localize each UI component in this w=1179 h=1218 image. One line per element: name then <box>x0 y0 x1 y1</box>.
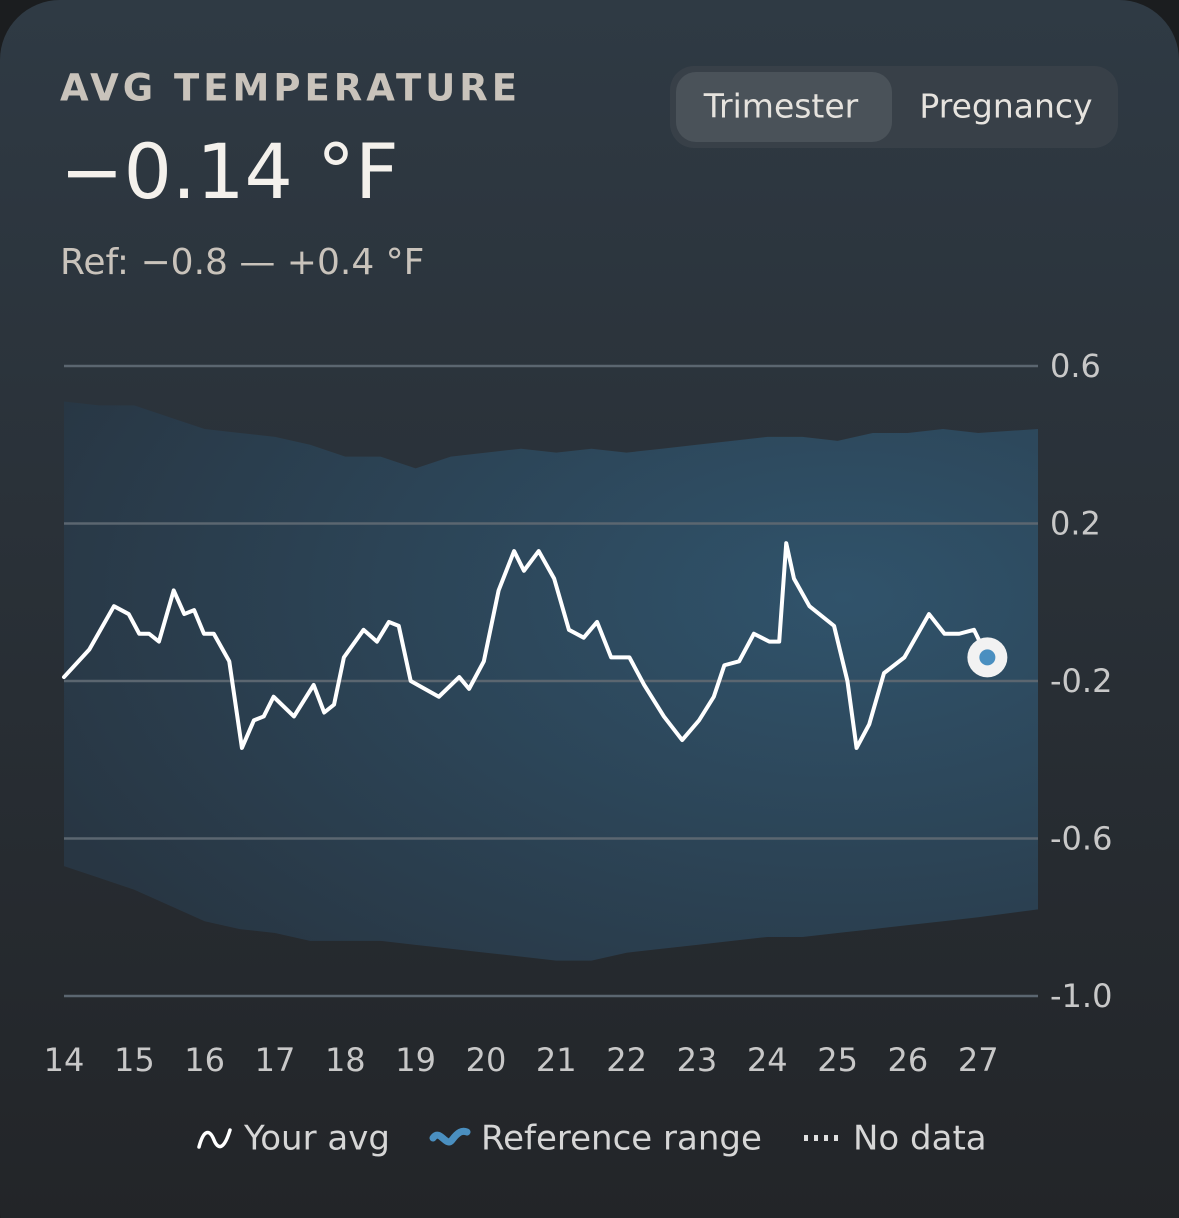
x-tick-label: 25 <box>817 1041 858 1079</box>
y-tick-label: -1.0 <box>1050 977 1112 1015</box>
x-tick-label: 23 <box>677 1041 718 1079</box>
current-value: −0.14 °F <box>60 127 399 216</box>
x-tick-label: 22 <box>606 1041 647 1079</box>
x-tick-label: 20 <box>466 1041 507 1079</box>
x-tick-label: 15 <box>114 1041 155 1079</box>
avg-line <box>62 541 990 750</box>
legend-icon-dot <box>814 1135 818 1141</box>
toggle-selected <box>676 72 892 142</box>
legend-icon-band <box>429 1127 471 1146</box>
y-tick-label: 0.6 <box>1050 347 1101 385</box>
x-tick-label: 27 <box>958 1041 999 1079</box>
x-tick-label: 21 <box>536 1041 577 1079</box>
x-tick-label: 19 <box>395 1041 436 1079</box>
x-tick-label: 18 <box>325 1041 366 1079</box>
legend-icon-line <box>197 1128 232 1149</box>
legend-icon-dot <box>834 1135 838 1141</box>
legend-label: No data <box>853 1119 987 1159</box>
legend-icon-dot <box>824 1135 828 1141</box>
x-tick-label: 16 <box>184 1041 225 1079</box>
legend-label: Your avg <box>243 1119 390 1159</box>
toggle-option[interactable]: Trimester <box>703 87 859 126</box>
y-tick-label: 0.2 <box>1050 505 1101 543</box>
x-tick-label: 24 <box>747 1041 788 1079</box>
reference-text: Ref: −0.8 — +0.4 °F <box>60 242 424 283</box>
x-tick-label: 14 <box>44 1041 85 1079</box>
x-tick-label: 17 <box>255 1041 296 1079</box>
card-title: AVG TEMPERATURE <box>60 67 521 110</box>
y-tick-label: -0.2 <box>1050 662 1112 700</box>
toggle-option[interactable]: Pregnancy <box>919 87 1092 126</box>
y-tick-label: -0.6 <box>1050 820 1112 858</box>
latest-point-core <box>979 649 996 666</box>
legend-label: Reference range <box>481 1119 762 1159</box>
x-tick-label: 26 <box>888 1041 929 1079</box>
legend-icon-dot <box>804 1135 808 1141</box>
